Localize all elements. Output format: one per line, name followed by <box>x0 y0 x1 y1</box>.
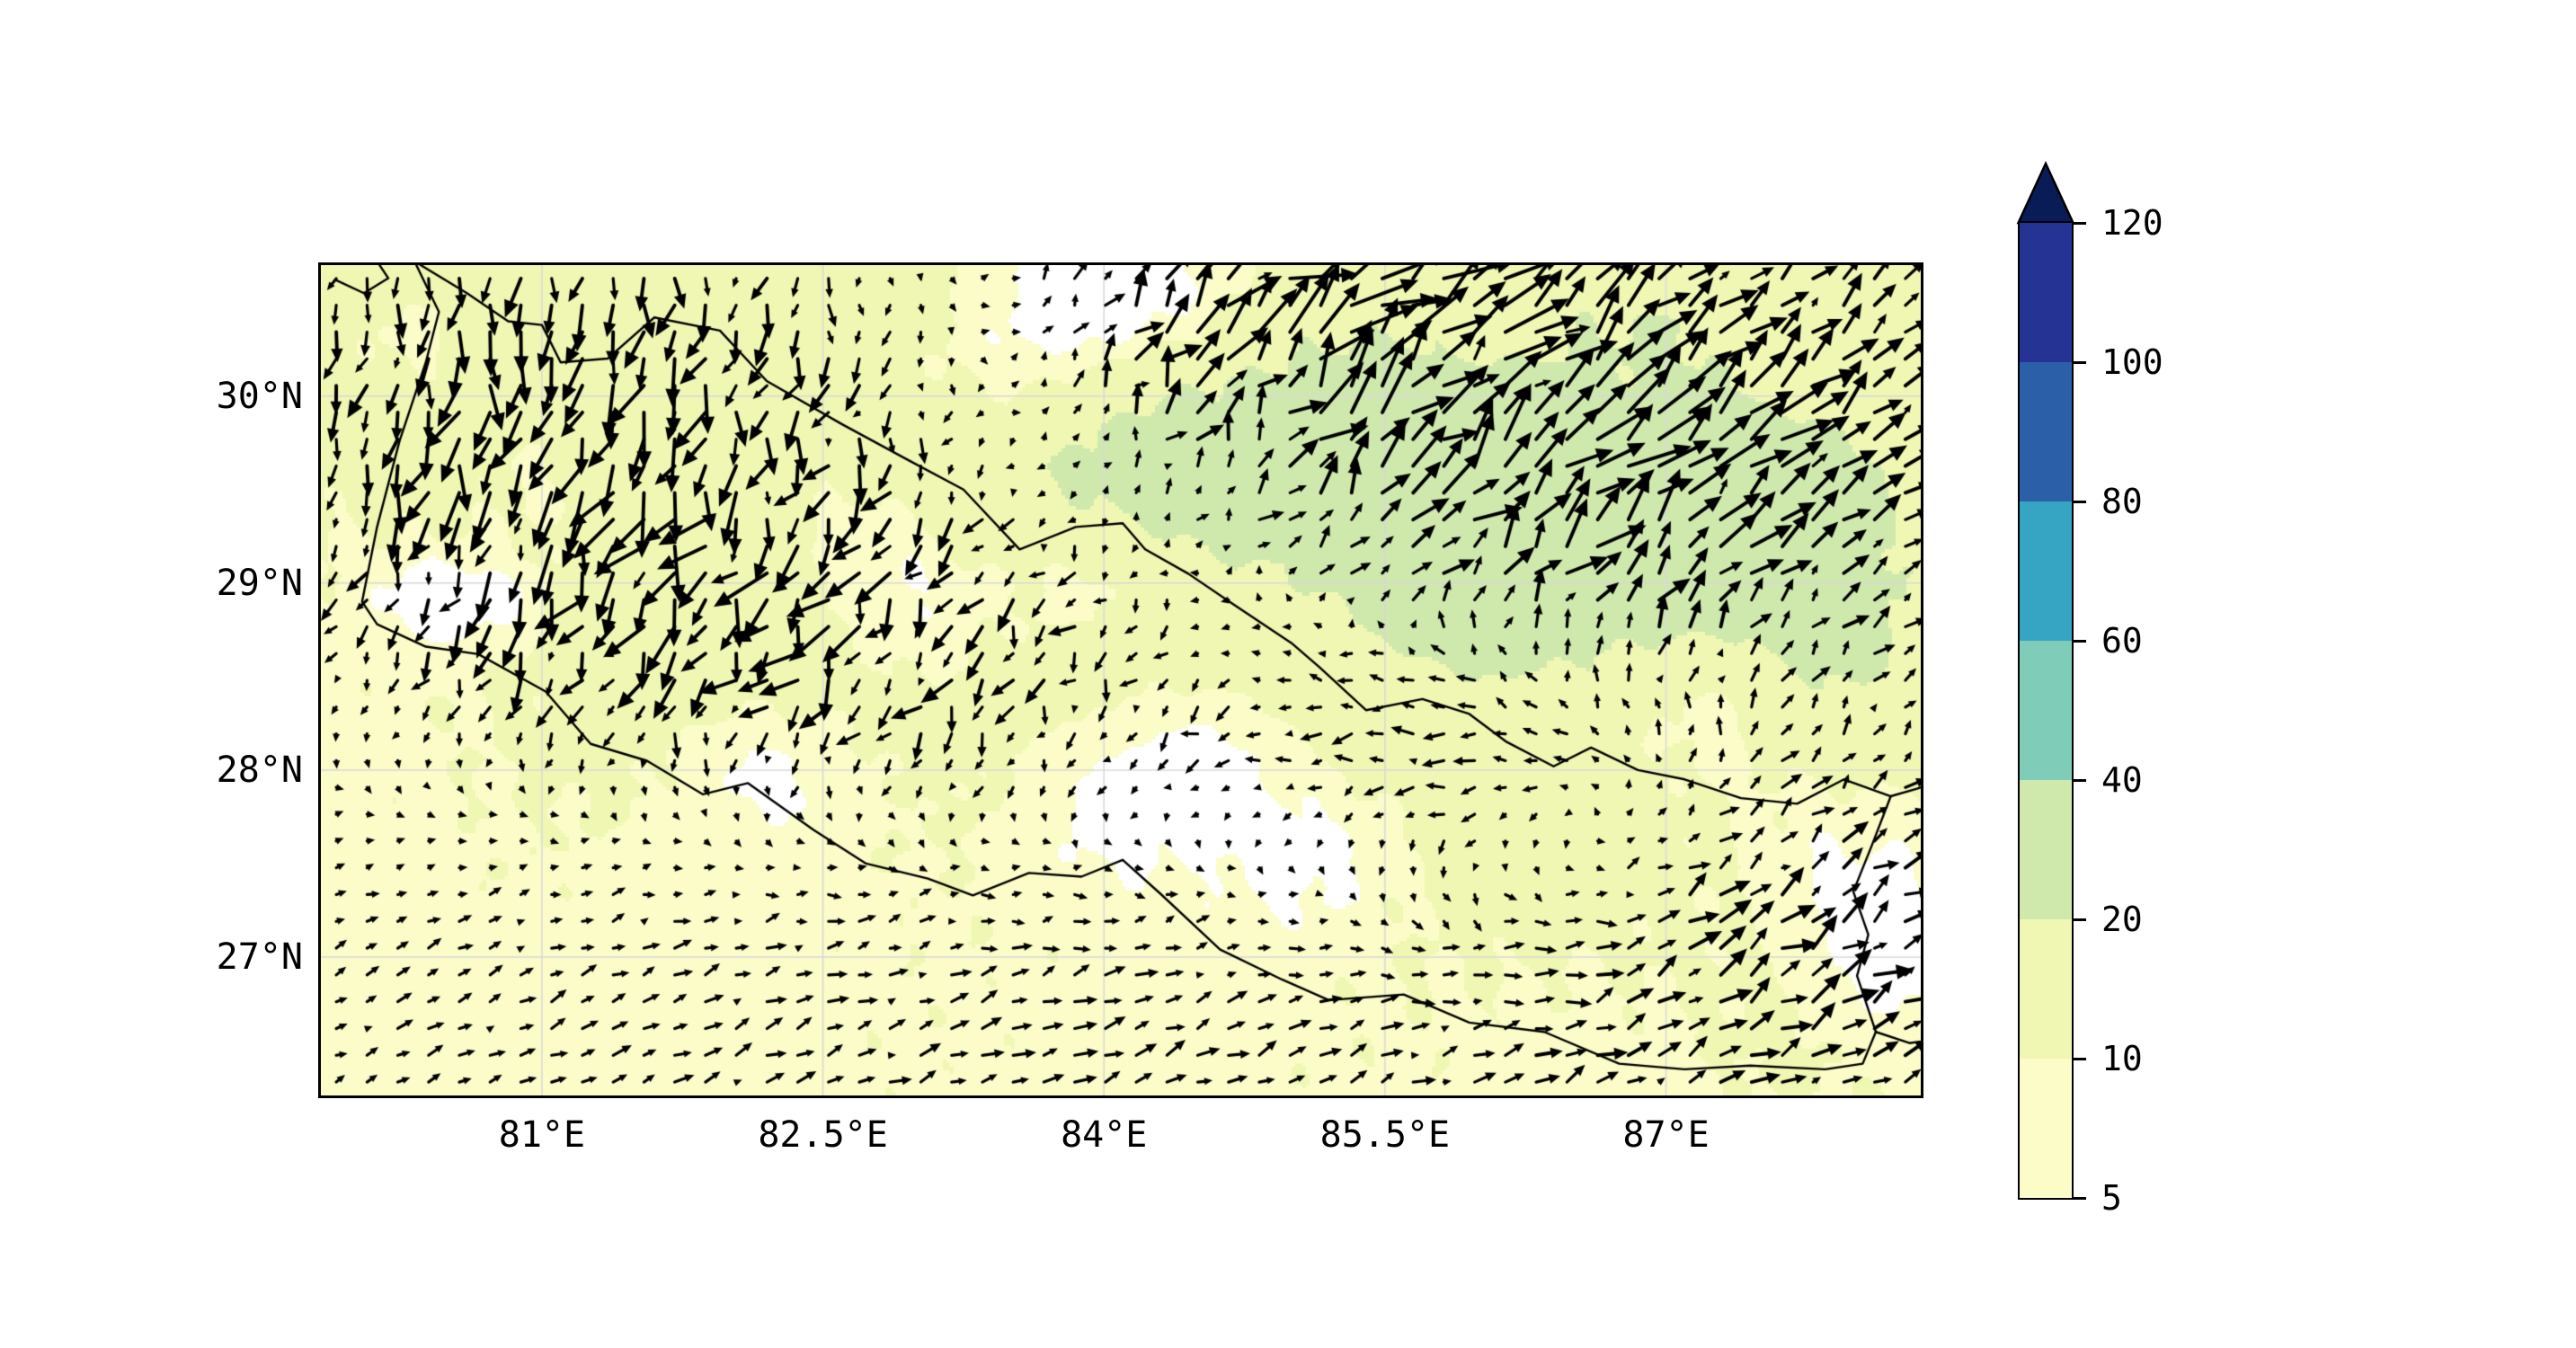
colorbar-tick <box>2072 1057 2086 1060</box>
colorbar-tick <box>2072 221 2086 225</box>
y-tick-label: 28°N <box>216 749 303 791</box>
colorbar-segment <box>2019 779 2072 919</box>
colorbar-tick <box>2072 1196 2086 1200</box>
x-tick-label: 87°E <box>1622 1114 1710 1156</box>
colorbar-tick <box>2072 778 2086 782</box>
colorbar-segment <box>2019 640 2072 780</box>
colorbar-tick <box>2072 918 2086 921</box>
colorbar-tick-label: 5 <box>2101 1178 2122 1218</box>
colorbar-tick-label: 100 <box>2101 342 2163 382</box>
colorbar-segment <box>2019 501 2072 641</box>
x-tick-label: 81°E <box>498 1114 586 1156</box>
colorbar-tick-label: 120 <box>2101 203 2163 243</box>
colorbar-tick-label: 60 <box>2101 621 2143 661</box>
colorbar-tick <box>2072 500 2086 503</box>
colorbar-segment <box>2019 222 2072 362</box>
x-tick-label: 85.5°E <box>1319 1114 1451 1156</box>
colorbar-tick-label: 20 <box>2101 900 2143 939</box>
y-tick-label: 29°N <box>216 562 303 604</box>
colorbar-tick <box>2072 639 2086 643</box>
colorbar-segment <box>2019 918 2072 1059</box>
y-tick-label: 30°N <box>216 375 303 417</box>
colorbar-tick-label: 10 <box>2101 1039 2143 1078</box>
colorbar-bar <box>2017 220 2074 1200</box>
colorbar-tick-label: 40 <box>2101 760 2143 800</box>
x-tick-label: 84°E <box>1061 1114 1148 1156</box>
colorbar-segment <box>2019 361 2072 501</box>
colorbar-segment <box>2019 1058 2072 1198</box>
colorbar-tick <box>2072 360 2086 364</box>
colorbar-tick-label: 80 <box>2101 482 2143 521</box>
x-tick-label: 82.5°E <box>758 1114 888 1156</box>
map-canvas <box>321 265 1921 1095</box>
colorbar-over-arrow-icon <box>2016 161 2075 225</box>
map-frame <box>318 262 1923 1098</box>
y-tick-label: 27°N <box>216 936 303 978</box>
